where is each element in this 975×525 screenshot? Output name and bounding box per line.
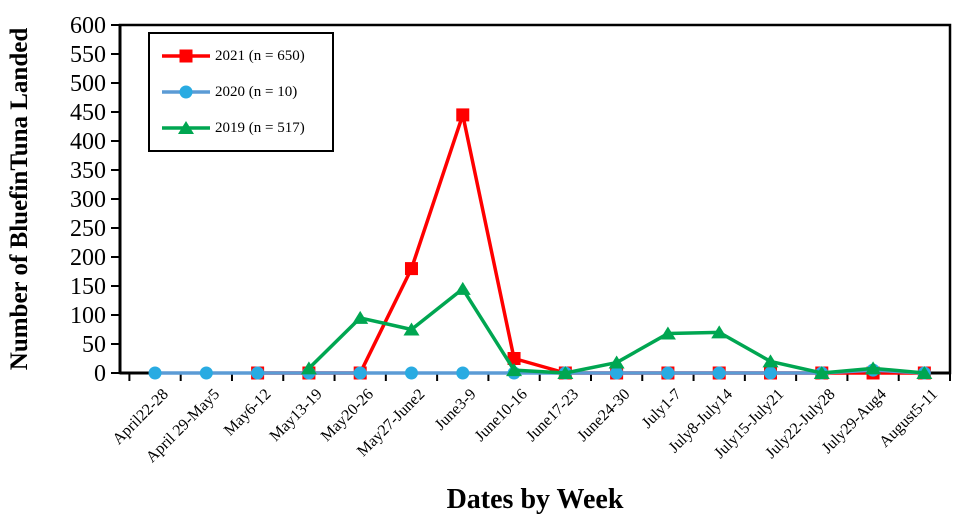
data-point-marker-2020	[148, 366, 162, 380]
legend-sample-2020	[162, 85, 210, 99]
data-point-marker-2021	[404, 262, 418, 276]
series-2021	[251, 108, 931, 380]
y-axis-title: Number of BluefinTuna Landed	[6, 27, 33, 371]
data-point-marker-2019	[865, 361, 882, 375]
data-point-marker-2020	[712, 366, 726, 380]
y-tick-label: 450	[70, 100, 106, 126]
legend-sample-2019	[162, 121, 210, 134]
data-point-marker-2019	[557, 366, 574, 379]
data-point-marker-2020	[610, 366, 624, 380]
y-tick-label: 50	[82, 332, 106, 358]
data-point-marker-2020	[251, 366, 265, 380]
legend-entry-2019: 2019 (n = 517)	[162, 110, 328, 146]
data-point-marker-2019	[506, 363, 523, 377]
y-tick-label: 350	[70, 158, 106, 184]
data-point-marker-2019	[608, 355, 625, 369]
data-point-marker-2020	[199, 366, 213, 380]
x-tick-label: July1-7	[639, 386, 685, 432]
legend-marker-2021	[179, 49, 193, 63]
y-axis: 0 50 100 150 200 250 300 350 400 450 500 550 600	[70, 13, 120, 387]
series-2019	[300, 281, 933, 379]
y-tick-label: 200	[70, 245, 106, 271]
legend-label-2019: 2019 (n = 517)	[215, 119, 305, 136]
data-point-marker-2019	[813, 366, 830, 379]
x-tick-label: June24-30	[574, 386, 633, 445]
y-tick-label: 600	[70, 13, 106, 39]
series-line-2021	[257, 113, 925, 375]
x-tick-label: May6-12	[221, 386, 274, 439]
data-point-marker-2019	[916, 366, 933, 379]
data-point-marker-2021	[456, 108, 470, 122]
data-point-marker-2020	[353, 366, 367, 380]
y-tick-label: 150	[70, 274, 106, 300]
data-point-marker-2019	[352, 310, 369, 324]
legend-marker-2020	[179, 85, 193, 99]
legend-box: 2021 (n = 650) 2020 (n = 10) 2019 (n = 517…	[148, 32, 334, 152]
y-tick-label: 550	[70, 42, 106, 68]
data-point-marker-2020	[456, 366, 470, 380]
data-point-marker-2019	[762, 354, 779, 368]
legend-entry-2021: 2021 (n = 650)	[162, 38, 328, 74]
y-tick-label: 500	[70, 71, 106, 97]
data-point-marker-2019	[300, 361, 317, 375]
data-point-marker-2020	[404, 366, 418, 380]
legend-marker-2019	[178, 121, 194, 134]
data-point-marker-2019	[711, 325, 728, 339]
y-tick-label: 400	[70, 129, 106, 155]
y-tick-label: 250	[70, 216, 106, 242]
data-point-marker-2019	[659, 326, 676, 340]
x-tick-label: June17-23	[523, 386, 582, 445]
y-tick-label: 300	[70, 187, 106, 213]
x-axis-title: Dates by Week	[446, 484, 624, 515]
x-tick-label: June3-9	[432, 386, 480, 434]
y-tick-label: 0	[94, 361, 106, 387]
x-tick-label: May13-19	[267, 386, 326, 445]
legend-label-2021: 2021 (n = 650)	[215, 47, 305, 64]
legend-label-2020: 2020 (n = 10)	[215, 83, 298, 100]
y-tick-label: 100	[70, 303, 106, 329]
legend-entry-2020: 2020 (n = 10)	[162, 74, 328, 110]
data-point-marker-2019	[454, 281, 471, 295]
x-tick-label: June10-16	[472, 386, 531, 445]
data-point-marker-2019	[403, 322, 420, 336]
legend-sample-2021	[162, 49, 210, 63]
data-point-marker-2020	[763, 366, 777, 380]
data-point-marker-2020	[661, 366, 675, 380]
